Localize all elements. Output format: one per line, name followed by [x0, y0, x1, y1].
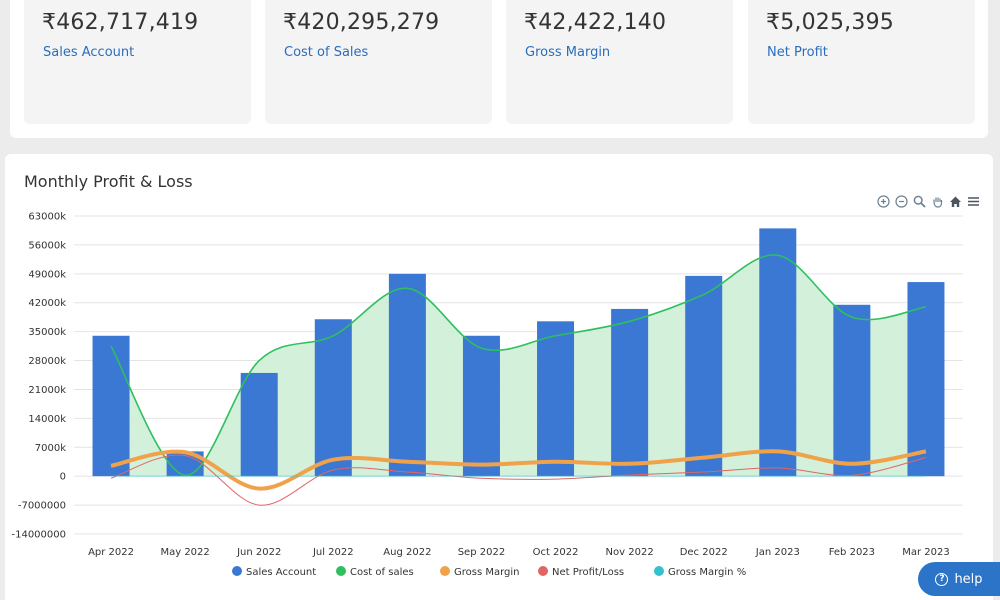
sales-account-bar: [314, 319, 352, 477]
y-tick-label: 14000k: [28, 414, 66, 425]
legend-label: Sales Account: [246, 567, 316, 578]
sales-account-bar: [685, 275, 723, 477]
legend-label: Gross Margin: [454, 567, 520, 578]
x-tick-label: Apr 2022: [88, 547, 134, 558]
kpi-label: Gross Margin: [525, 45, 611, 60]
sales-account-bar: [759, 228, 797, 477]
legend-marker: [232, 566, 242, 576]
zoom-in-icon[interactable]: [876, 194, 890, 208]
x-tick-label: Jun 2022: [236, 547, 281, 558]
sales-account-bar: [388, 273, 426, 477]
kpi-value: ₹5,025,395: [766, 10, 894, 35]
kpi-card-sales-account[interactable]: ₹462,717,419 Sales Account: [24, 0, 251, 124]
y-tick-label: -14000000: [11, 530, 66, 541]
zoom-out-icon[interactable]: [894, 194, 908, 208]
sales-account-bar: [537, 321, 575, 477]
y-tick-label: 28000k: [28, 356, 66, 367]
x-tick-label: Jan 2023: [755, 547, 800, 558]
legend-marker: [654, 566, 664, 576]
x-tick-label: May 2022: [160, 547, 209, 558]
cost-of-sales-area: [111, 254, 926, 477]
y-tick-label: -7000000: [18, 501, 66, 512]
y-tick-label: 56000k: [28, 240, 66, 251]
chart-title: Monthly Profit & Loss: [24, 172, 193, 191]
kpi-value: ₹420,295,279: [283, 10, 440, 35]
legend-marker: [440, 566, 450, 576]
help-button[interactable]: ? help: [918, 562, 1000, 596]
x-tick-label: Feb 2023: [829, 547, 875, 558]
net-profit-loss-line: [110, 454, 927, 506]
question-icon: ?: [935, 572, 949, 586]
sales-account-bar: [907, 282, 945, 477]
kpi-card-net-profit[interactable]: ₹5,025,395 Net Profit: [748, 0, 975, 124]
sales-account-bar: [240, 372, 278, 477]
y-tick-label: 42000k: [28, 298, 66, 309]
legend-marker: [538, 566, 548, 576]
x-tick-label: Jul 2022: [312, 547, 354, 558]
kpi-card-cost-of-sales[interactable]: ₹420,295,279 Cost of Sales: [265, 0, 492, 124]
pan-hand-icon[interactable]: [930, 194, 944, 208]
kpi-card-gross-margin[interactable]: ₹42,422,140 Gross Margin: [506, 0, 733, 124]
sales-account-bar: [611, 308, 649, 477]
gross-margin-line: [110, 449, 927, 491]
kpi-strip: ₹462,717,419 Sales Account ₹420,295,279 …: [10, 0, 988, 138]
sales-account-bar: [462, 335, 500, 477]
x-tick-label: Aug 2022: [383, 547, 431, 558]
legend-label: Net Profit/Loss: [552, 567, 624, 578]
y-tick-label: 0: [60, 472, 66, 483]
x-tick-label: Dec 2022: [680, 547, 728, 558]
x-tick-label: Nov 2022: [606, 547, 654, 558]
kpi-label: Cost of Sales: [284, 45, 369, 60]
sales-account-bar: [92, 335, 130, 477]
legend-label: Gross Margin %: [668, 567, 746, 578]
y-tick-label: 21000k: [28, 385, 66, 396]
y-tick-label: 35000k: [28, 327, 66, 338]
x-tick-label: Sep 2022: [458, 547, 505, 558]
legend-marker: [336, 566, 346, 576]
y-tick-label: 7000k: [35, 443, 66, 454]
kpi-value: ₹42,422,140: [524, 10, 667, 35]
sales-account-bar: [833, 304, 871, 477]
kpi-value: ₹462,717,419: [42, 10, 199, 35]
y-tick-label: 63000k: [28, 212, 66, 223]
menu-icon[interactable]: [966, 194, 980, 208]
legend-label: Cost of sales: [350, 567, 414, 578]
y-tick-label: 49000k: [28, 269, 66, 280]
magnify-icon[interactable]: [912, 194, 926, 208]
cost-of-sales-line: [110, 254, 927, 477]
kpi-label: Sales Account: [43, 45, 135, 60]
kpi-label: Net Profit: [767, 45, 828, 60]
help-label: help: [954, 571, 983, 587]
x-tick-label: Mar 2023: [902, 547, 950, 558]
x-tick-label: Oct 2022: [533, 547, 579, 558]
chart-toolbar: [876, 194, 980, 208]
home-icon[interactable]: [948, 194, 962, 208]
